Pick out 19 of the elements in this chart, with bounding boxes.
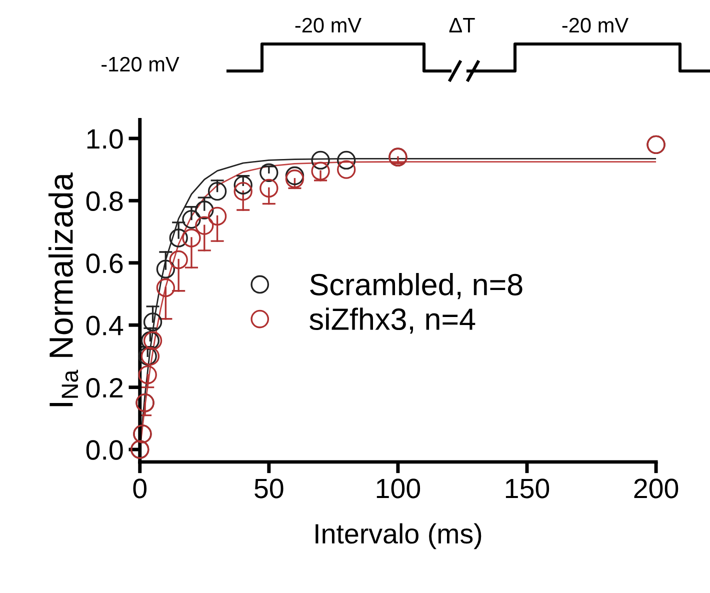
legend-label: siZfhx3, n=4: [310, 308, 476, 334]
legend-label: Scrambled, n=8: [310, 273, 522, 300]
y-tick-label: 0.2: [86, 378, 123, 398]
x-axis-title: Intervalo (ms): [316, 523, 482, 550]
y-tick-label: 1.0: [87, 129, 123, 149]
y-tick-label: 0.0: [86, 440, 123, 460]
y-tick-label: 0.6: [86, 254, 123, 274]
y-tick-label: 0.4: [86, 316, 124, 336]
x-tick-label: 0: [133, 478, 147, 498]
x-tick-label: 50: [254, 478, 284, 498]
x-tick-label: 200: [634, 478, 678, 498]
x-tick-label: 100: [376, 478, 420, 498]
text: ΔT: [449, 18, 475, 32]
y-tick-label: 0.8: [86, 191, 123, 211]
text: -20 mV: [562, 18, 628, 33]
y-axis-title: I$_{Na}$ Normalizada: [48, 172, 78, 406]
x-tick-label: 150: [506, 478, 550, 498]
text: -120 mV: [102, 56, 180, 72]
text: -20 mV: [295, 18, 362, 33]
